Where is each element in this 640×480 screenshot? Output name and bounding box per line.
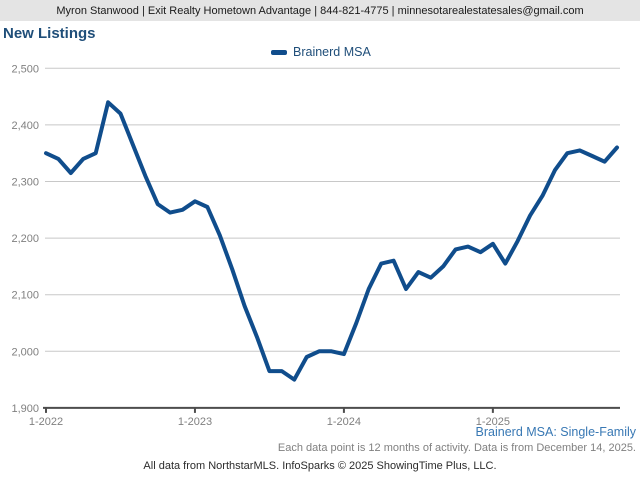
y-tick-label-2400: 2,400 (11, 120, 39, 132)
y-tick-label-2100: 2,100 (11, 290, 39, 302)
y-tick-label-2200: 2,200 (11, 233, 39, 245)
y-tick-label-2000: 2,000 (11, 346, 39, 358)
y-tick-label-1900: 1,900 (11, 403, 39, 415)
attribution-text: All data from NorthstarMLS. InfoSparks ©… (143, 460, 497, 472)
x-tick-label-1-2024: 1-2024 (327, 416, 361, 428)
page-title: New Listings (3, 25, 96, 42)
new-listings-line-chart[interactable]: 1,900 2,000 2,100 2,200 2,300 2,400 2,500 1-202… (0, 60, 640, 440)
agent-info-bar: Myron Stanwood | Exit Realty Hometown Ad… (0, 0, 640, 21)
x-tick-label-1-2023: 1-2023 (178, 416, 212, 428)
data-note: Each data point is 12 months of activity… (277, 442, 636, 454)
agent-info-text: Myron Stanwood | Exit Realty Hometown Ad… (56, 4, 584, 17)
x-tick-label-1-2022: 1-2022 (29, 416, 63, 428)
series-line-brainerd-msa[interactable] (44, 100, 619, 382)
y-tick-label-2300: 2,300 (11, 177, 39, 189)
chart-legend: Brainerd MSA (271, 45, 371, 59)
y-tick-label-2500: 2,500 (11, 63, 39, 75)
legend-line-swatch (271, 49, 287, 55)
x-tick-label-1-2025: 1-2025 (476, 416, 510, 428)
dataset-label: Brainerd MSA: Single-Family (475, 425, 636, 439)
legend-label: Brainerd MSA (293, 45, 371, 59)
